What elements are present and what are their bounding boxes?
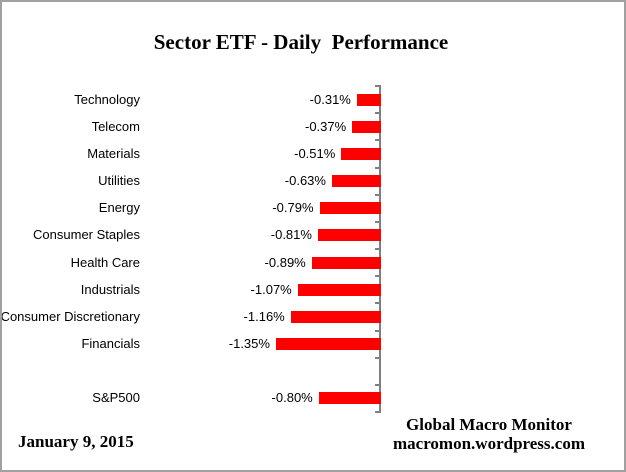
tick-mark <box>375 166 381 169</box>
value-label: -0.63% <box>284 173 326 189</box>
bar <box>290 310 381 323</box>
tick-mark <box>375 356 381 359</box>
bar <box>356 93 381 106</box>
tick-mark <box>375 383 381 386</box>
category-label: Energy <box>98 200 140 216</box>
bar <box>297 283 381 296</box>
category-label: Financials <box>81 336 140 352</box>
chart-title: Sector ETF - Daily Performance <box>153 30 449 54</box>
category-label: Industrials <box>80 281 140 297</box>
value-label: -0.31% <box>309 91 351 107</box>
bar <box>317 229 381 242</box>
value-label: -0.89% <box>264 254 306 270</box>
category-label: S&P500 <box>92 390 140 406</box>
category-label: Consumer Staples <box>33 227 140 243</box>
tick-mark <box>375 329 381 332</box>
category-label: Consumer Discretionary <box>0 308 140 324</box>
tick-mark <box>375 411 381 413</box>
value-label: -0.79% <box>272 200 314 216</box>
tick-mark <box>375 275 381 278</box>
value-label: -1.07% <box>250 281 292 297</box>
bar <box>331 175 381 188</box>
tick-mark <box>375 302 381 305</box>
value-label: -0.81% <box>270 227 312 243</box>
value-label: -0.37% <box>305 118 347 134</box>
tick-mark <box>375 85 381 87</box>
value-label: -0.51% <box>294 145 336 161</box>
attribution-url: macromon.wordpress.com <box>392 434 585 453</box>
category-label: Technology <box>74 91 140 107</box>
bar <box>341 147 381 160</box>
attribution-name: Global Macro Monitor <box>406 415 572 434</box>
footer-attribution: Global Macro Monitor macromon.wordpress.… <box>339 415 624 453</box>
bar <box>275 338 381 351</box>
value-label: -1.16% <box>243 308 285 324</box>
tick-mark <box>375 220 381 223</box>
tick-mark <box>375 193 381 196</box>
category-label: Health Care <box>70 254 140 270</box>
bar <box>311 256 381 269</box>
bar <box>319 202 381 215</box>
category-label: Materials <box>87 145 140 161</box>
category-label: Telecom <box>91 118 140 134</box>
bar <box>318 392 381 405</box>
value-label: -1.35% <box>228 336 270 352</box>
value-label: -0.80% <box>271 390 313 406</box>
bar <box>352 120 381 133</box>
tick-mark <box>375 112 381 115</box>
footer-date: January 9, 2015 <box>18 432 134 451</box>
category-label: Utilities <box>98 173 140 189</box>
tick-mark <box>375 139 381 142</box>
tick-mark <box>375 248 381 250</box>
